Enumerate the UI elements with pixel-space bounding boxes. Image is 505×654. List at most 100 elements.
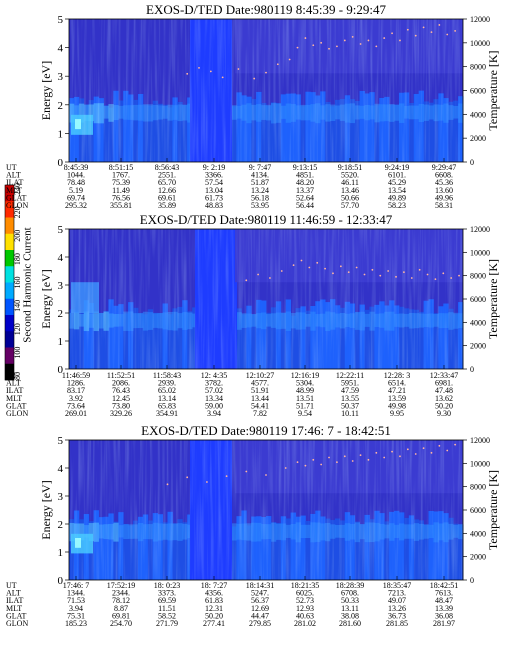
temperature-point	[446, 33, 449, 36]
orbit-table-cell: 18:14:31	[246, 581, 274, 590]
energy-axis-label: Energy [eV]	[39, 269, 53, 328]
orbit-table-cell: 8:56:43	[155, 163, 179, 172]
temperature-point	[383, 456, 386, 459]
orbit-table-cell: 6101.	[388, 171, 406, 180]
orbit-table-cell: 12:22:11	[336, 371, 364, 380]
temperature-point	[391, 32, 393, 35]
orbit-table-cell: 54.41	[251, 401, 269, 410]
temperature-point	[328, 456, 330, 459]
energy-tick-label: 3	[58, 491, 64, 503]
temperature-point	[414, 34, 417, 37]
orbit-row-label: MLT	[6, 394, 22, 403]
orbit-row-label: ILAT	[6, 596, 23, 605]
colorbar-segment	[5, 315, 14, 332]
temperature-point	[284, 467, 287, 469]
temperature-point	[395, 275, 397, 278]
energy-tick-label: 0	[58, 364, 64, 376]
orbit-table-cell: 13.14	[158, 394, 176, 403]
orbit-table-cell: 3.94	[69, 604, 83, 613]
orbit-table-cell: 5304.	[296, 379, 314, 388]
orbit-table-cell: 59.00	[205, 401, 223, 410]
orbit-table-cell: 12.93	[296, 604, 314, 613]
temperature-tick-label: 10000	[470, 459, 490, 468]
temperature-point	[458, 274, 460, 277]
temperature-tick-label: 4000	[470, 110, 486, 119]
colorbar-tick-label: 100	[13, 347, 22, 359]
panels: EXOS-D/TED Date:980119 8:45:39 - 9:29:47…	[6, 2, 500, 628]
orbit-table-cell: 12.31	[205, 604, 223, 613]
orbit-row-label: GLON	[6, 409, 28, 418]
orbit-table-cell: 1344.	[67, 589, 85, 598]
temperature-point	[221, 76, 224, 79]
colorbar-segment	[5, 201, 14, 218]
temperature-point	[422, 447, 425, 450]
orbit-table-cell: 35.89	[158, 201, 176, 210]
temperature-point	[430, 31, 433, 34]
orbit-table-cell: 69.81	[112, 611, 130, 620]
colorbar-segment	[5, 282, 14, 300]
temperature-tick-label: 0	[470, 576, 474, 585]
orbit-table-cell: 58.52	[158, 611, 176, 620]
panel-title: EXOS-D/TED Date:980119 17:46: 7 - 18:42:…	[141, 423, 391, 438]
temperature-point	[316, 261, 319, 264]
temperature-point	[438, 24, 441, 26]
orbit-table-cell: 9: 2:19	[203, 163, 225, 172]
orbit-table-cell: 36.08	[435, 611, 453, 620]
orbit-table-cell: 65.02	[158, 386, 176, 395]
temperature-point	[280, 270, 283, 272]
temperature-axis-label: Temperature [K]	[486, 50, 500, 130]
orbit-table-cell: 281.97	[433, 619, 455, 628]
colorbar-tick-label: 160	[13, 277, 22, 289]
temperature-point	[308, 266, 311, 269]
orbit-table-cell: 185.23	[65, 619, 87, 628]
temperature-point	[257, 273, 260, 276]
orbit-table-cell: 13.55	[341, 394, 359, 403]
temperature-point	[320, 41, 323, 44]
orbit-table-cell: 56.37	[251, 596, 269, 605]
temperature-tick-label: 12000	[470, 225, 490, 234]
orbit-table-cell: 13.51	[296, 394, 314, 403]
orbit-table-cell: 69.59	[158, 596, 176, 605]
orbit-table-cell: 9.54	[298, 409, 312, 418]
orbit-row-label: GLAT	[6, 401, 27, 410]
temperature-point	[304, 464, 307, 467]
orbit-row-label: ALT	[6, 171, 21, 180]
temperature-tick-label: 2000	[470, 553, 486, 562]
temperature-point	[269, 277, 271, 279]
colorbar-segment	[5, 363, 14, 381]
orbit-table-cell: 13.24	[251, 186, 269, 195]
orbit-table-cell: 279.85	[249, 619, 271, 628]
orbit-table-cell: 8:45:39	[64, 163, 88, 172]
orbit-row-label: ALT	[6, 589, 21, 598]
temperature-point	[399, 455, 401, 458]
orbit-table-cell: 50.33	[341, 596, 359, 605]
orbit-table-cell: 3.94	[207, 409, 221, 418]
orbit-table-cell: 8:51:15	[109, 163, 133, 172]
orbit-table-cell: 11:58:43	[153, 371, 181, 380]
temperature-point	[347, 271, 350, 274]
orbit-table-cell: 73.80	[112, 401, 130, 410]
orbit-table-cell: 3.92	[69, 394, 83, 403]
orbit-table-cell: 65.83	[158, 401, 176, 410]
temperature-tick-label: 6000	[470, 506, 486, 515]
orbit-table-cell: 2086.	[112, 379, 130, 388]
temperature-point	[343, 455, 346, 458]
orbit-table-cell: 329.26	[110, 409, 132, 418]
temperature-tick-label: 6000	[470, 87, 486, 96]
orbit-table-cell: 9:18:51	[338, 163, 362, 172]
energy-tick-label: 0	[58, 575, 64, 587]
orbit-table-cell: 12:28: 3	[384, 371, 410, 380]
orbit-table-cell: 4577.	[251, 379, 269, 388]
orbit-table-cell: 11.49	[112, 186, 130, 195]
orbit-table-cell: 9:29:47	[432, 163, 456, 172]
orbit-table-cell: 9:24:19	[385, 163, 409, 172]
orbit-row-label: ILAT	[6, 178, 23, 187]
orbit-row-label: UT	[6, 371, 17, 380]
temperature-point	[343, 39, 346, 42]
temperature-point	[387, 270, 390, 272]
temperature-point	[442, 272, 445, 275]
orbit-table-cell: 3373.	[158, 589, 176, 598]
orbit-table-cell: 4356.	[205, 589, 223, 598]
temperature-point	[434, 278, 437, 281]
temperature-point	[312, 44, 315, 47]
